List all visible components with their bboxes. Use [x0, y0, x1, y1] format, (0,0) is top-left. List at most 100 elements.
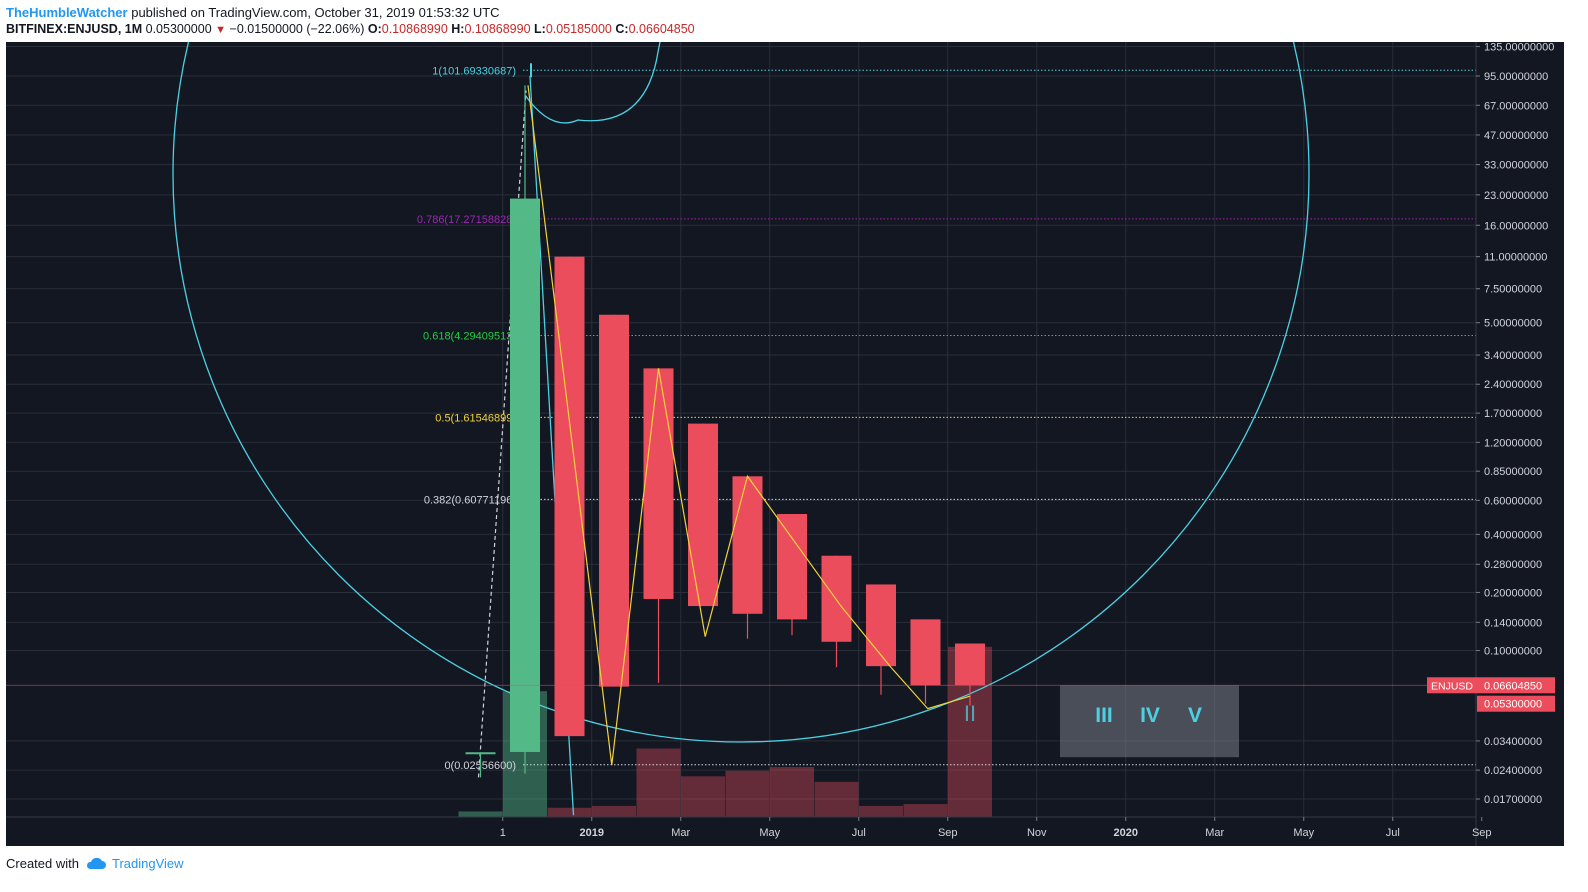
- close-label: C:: [615, 22, 629, 36]
- last-price: 0.05300000: [145, 22, 212, 36]
- price-axis: [1476, 42, 1564, 846]
- time-tick-label: Jul: [1386, 827, 1400, 839]
- price-tick-label: 0.14000000: [1484, 617, 1542, 629]
- volume-bar: [636, 748, 681, 817]
- price-tick-label: 47.00000000: [1484, 130, 1548, 142]
- high-label: H:: [451, 22, 465, 36]
- volume-bar: [458, 811, 503, 817]
- price-label: 0.05300000: [1484, 699, 1542, 711]
- chart-area[interactable]: 1(101.69330687) 0.786(17.27158828) 0.618(4…: [6, 42, 1564, 846]
- price-tick-label: 67.00000000: [1484, 100, 1548, 112]
- time-tick-label: May: [759, 827, 780, 839]
- candle-body: [688, 423, 718, 607]
- price-tick-label: 7.50000000: [1484, 284, 1542, 296]
- time-tick-label: Mar: [1205, 827, 1224, 839]
- tradingview-logo-icon: [85, 856, 107, 873]
- wave-label-future: III: [1095, 704, 1113, 727]
- price-label-box: [1477, 677, 1555, 694]
- price-tick-label: 33.00000000: [1484, 160, 1548, 172]
- price-chart[interactable]: 1(101.69330687) 0.786(17.27158828) 0.618(4…: [6, 42, 1564, 846]
- price-label: 0.06604850: [1484, 680, 1542, 692]
- fib-handle: [530, 63, 532, 78]
- volume-bar: [725, 770, 770, 817]
- price-tick-label: 16.00000000: [1484, 220, 1548, 232]
- grid-lines: [6, 42, 1483, 817]
- candle-body: [465, 752, 496, 755]
- price-tick-label: 0.01700000: [1484, 794, 1542, 806]
- time-tick-label: Mar: [671, 827, 690, 839]
- price-tick-label: 0.40000000: [1484, 529, 1542, 541]
- time-tick-label: Nov: [1027, 827, 1047, 839]
- price-tick-label: 0.60000000: [1484, 495, 1542, 507]
- symbol-tag: [1427, 677, 1477, 694]
- open-value: 0.10868990: [381, 22, 448, 36]
- wave-label-future: IV: [1140, 704, 1160, 727]
- price-change: −0.01500000 (−22.06%): [229, 22, 365, 36]
- tradingview-brand-link[interactable]: TradingView: [112, 856, 184, 871]
- low-label: L:: [534, 22, 546, 36]
- candle-body: [599, 314, 629, 687]
- candle-body: [821, 555, 852, 642]
- ohlc-line: BITFINEX:ENJUSD, 1M 0.05300000 ▼ −0.0150…: [6, 21, 695, 39]
- price-tick-label: 0.10000000: [1484, 646, 1542, 658]
- price-tick-label: 2.40000000: [1484, 379, 1542, 391]
- axes: 135.00000000 95.00000000 67.00000000 47.000…: [6, 42, 1564, 846]
- price-tick-label: 0.02400000: [1484, 765, 1542, 777]
- high-value: 0.10868990: [464, 22, 531, 36]
- author-link[interactable]: TheHumbleWatcher: [6, 5, 128, 20]
- down-arrow-icon: ▼: [215, 24, 227, 36]
- overlay-lines: [6, 85, 1476, 766]
- fib-level-label: 0.5(1.61546899): [435, 412, 516, 424]
- candle-body: [777, 514, 807, 620]
- wave-label-current: II: [964, 701, 976, 726]
- publish-line: TheHumbleWatcher published on TradingVie…: [6, 4, 695, 21]
- candle-body: [955, 643, 985, 686]
- time-tick-label: 2020: [1114, 827, 1138, 839]
- projection-box: [1060, 685, 1239, 758]
- price-label-box: [1477, 695, 1555, 712]
- time-tick-label: Jul: [852, 827, 866, 839]
- candle-body: [510, 198, 540, 752]
- wave-annotations: II III IV V: [964, 685, 1239, 758]
- symbol-tag-label: ENJUSD: [1431, 680, 1473, 692]
- price-tick-label: 1.20000000: [1484, 437, 1542, 449]
- price-tick-label: 0.85000000: [1484, 466, 1542, 478]
- price-tick-label: 11.00000000: [1484, 252, 1547, 264]
- volume-bar: [903, 804, 948, 817]
- close-value: 0.06604850: [628, 22, 695, 36]
- open-label: O:: [367, 22, 382, 36]
- fib-level-label: 0.618(4.29409513): [423, 330, 516, 342]
- price-tick-label: 5.00000000: [1484, 318, 1542, 330]
- time-tick-label: Sep: [938, 827, 958, 839]
- candle-body: [866, 584, 896, 667]
- candle-body: [732, 476, 763, 614]
- price-tick-label: 0.20000000: [1484, 587, 1542, 599]
- published-text: published on TradingView.com, October 31…: [131, 5, 500, 20]
- fib-level-label: 1(101.69330687): [432, 65, 516, 77]
- price-tick-label: 95.00000000: [1484, 71, 1548, 83]
- candle-body: [554, 256, 585, 737]
- volume-bar: [681, 776, 725, 817]
- price-tick-label: 0.03400000: [1484, 736, 1542, 748]
- price-tick-label: 1.70000000: [1484, 408, 1542, 420]
- wave-label-future: V: [1188, 704, 1202, 727]
- fib-level-label: 0.382(0.60771196): [424, 494, 516, 506]
- chart-header: TheHumbleWatcher published on TradingVie…: [6, 4, 695, 40]
- wave-zigzag-line: [527, 85, 971, 766]
- volume-bar: [859, 805, 903, 817]
- volume-bar: [547, 807, 592, 817]
- time-tick-label: Sep: [1472, 827, 1492, 839]
- low-value: 0.05185000: [545, 22, 612, 36]
- candle-body: [643, 368, 674, 599]
- candles: [465, 85, 985, 778]
- volume-bar: [592, 805, 636, 817]
- price-tick-label: 135.00000000: [1484, 42, 1554, 54]
- price-tick-label: 0.28000000: [1484, 559, 1542, 571]
- volume-bar: [814, 781, 859, 817]
- cycle-circle: [172, 42, 1310, 743]
- price-tick-label: 3.40000000: [1484, 350, 1542, 362]
- footer: Created with TradingView: [6, 856, 184, 873]
- fib-level-label: 0.786(17.27158828): [417, 214, 516, 226]
- impulse-dashed-line: [477, 90, 527, 778]
- candle-body: [910, 619, 941, 686]
